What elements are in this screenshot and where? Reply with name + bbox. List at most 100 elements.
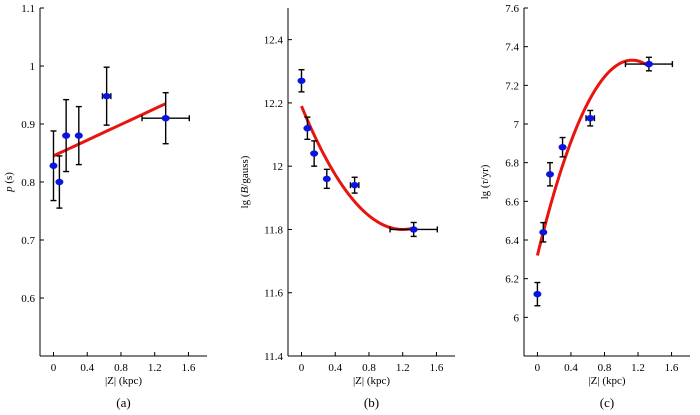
point-marker <box>539 229 548 236</box>
x-tick-label-b: 0.4 <box>328 362 342 374</box>
y-axis-title-b: lg (B/gauss) <box>239 155 251 208</box>
x-tick-label-b: 1.6 <box>430 362 444 374</box>
data-point-b-3 <box>322 168 331 190</box>
x-tick-label-a: 0 <box>51 362 57 374</box>
y-tick-label-c: 6.4 <box>505 235 519 247</box>
x-axis-title-c: |Z| (kpc) <box>588 375 625 387</box>
x-tick-label-c: 1.2 <box>631 362 645 374</box>
data-point-b-5 <box>389 221 438 238</box>
point-marker <box>533 290 542 298</box>
x-tick-label-a: 0.4 <box>80 362 94 374</box>
panel-label-c: (c) <box>600 395 614 410</box>
y-tick-label-c: 7.4 <box>505 42 519 54</box>
point-marker <box>49 162 58 169</box>
x-tick-label-b: 0 <box>299 362 305 374</box>
x-tick-label-c: 0.8 <box>598 362 612 374</box>
y-tick-label-c: 6.8 <box>505 158 519 170</box>
panel-c: 0 0.4 0.8 1.2 1.6 6 6.2 6.4 6.6 6.8 7 7.2 7.4 7.6 |Z|… <box>479 3 690 410</box>
point-marker <box>350 181 359 189</box>
points-b <box>297 68 438 238</box>
x-axis-title-a: |Z| (kpc) <box>105 375 142 387</box>
data-point-b-1 <box>303 116 312 140</box>
y-axis-title-c-post: /yr) <box>479 164 491 180</box>
y-axis-title-a-rest: (s) <box>3 172 15 187</box>
y-tick-label-a: 0.7 <box>21 235 35 247</box>
data-point-c-0 <box>533 281 542 307</box>
data-point-c-3 <box>558 136 567 158</box>
y-tick-label-b: 12.4 <box>264 35 284 47</box>
y-tick-label-a: 0.6 <box>21 293 35 305</box>
axes-b: 0 0.4 0.8 1.2 1.6 11.4 11.6 11.8 12 12.2 12.4 <box>264 8 455 374</box>
point-marker <box>55 178 64 186</box>
y-tick-label-b: 11.6 <box>264 288 283 300</box>
point-marker <box>161 115 170 122</box>
panel-b: 0 0.4 0.8 1.2 1.6 11.4 11.6 11.8 12 12.2 12.4 |Z| … <box>239 8 455 410</box>
y-tick-label-a: 0.8 <box>21 177 35 189</box>
y-axis-title-c: lg (τ/yr) <box>479 164 491 199</box>
data-point-a-4 <box>101 66 112 126</box>
axes-c: 0 0.4 0.8 1.2 1.6 6 6.2 6.4 6.6 6.8 7 7.2 7.4 7.6 <box>505 3 690 374</box>
y-axis-title-a-italic: p <box>3 186 15 193</box>
data-point-a-5 <box>141 91 190 145</box>
y-tick-label-c: 7.6 <box>505 3 519 15</box>
fit-curve-c <box>535 58 650 256</box>
fit-curve-a <box>52 102 167 158</box>
y-tick-label-b: 12 <box>272 161 283 173</box>
x-tick-label-c: 1.6 <box>665 362 679 374</box>
y-tick-label-b: 11.8 <box>264 224 283 236</box>
data-point-c-2 <box>545 161 554 187</box>
data-point-b-2 <box>310 140 319 167</box>
point-marker <box>558 144 567 151</box>
fit-line-b <box>300 105 415 231</box>
point-marker <box>409 226 418 233</box>
y-tick-label-c: 6.6 <box>505 196 519 208</box>
panel-label-a: (a) <box>116 395 130 410</box>
point-marker <box>545 171 554 178</box>
data-point-c-5 <box>624 56 674 72</box>
data-point-c-1 <box>539 221 548 243</box>
panel-label-b: (b) <box>364 395 379 410</box>
y-tick-label-a: 1.1 <box>21 3 35 15</box>
y-tick-label-b: 11.4 <box>264 351 283 363</box>
points-c <box>533 56 674 307</box>
x-tick-label-b: 0.8 <box>362 362 376 374</box>
y-tick-label-c: 6.2 <box>505 274 519 286</box>
x-tick-label-a: 1.2 <box>148 362 162 374</box>
data-point-a-0 <box>49 130 58 202</box>
x-tick-label-c: 0.4 <box>564 362 578 374</box>
fit-line-a <box>52 102 167 158</box>
data-point-b-0 <box>297 68 306 93</box>
point-marker <box>310 150 319 157</box>
point-marker <box>297 77 306 84</box>
x-tick-label-a: 1.6 <box>182 362 196 374</box>
fit-line-c <box>535 58 650 256</box>
y-tick-label-c: 7.2 <box>505 80 519 92</box>
x-tick-label-a: 0.8 <box>114 362 128 374</box>
point-marker <box>74 132 83 139</box>
data-point-c-4 <box>585 109 596 127</box>
point-marker <box>102 92 111 100</box>
fit-curve-b <box>300 105 415 231</box>
y-axis-title-b-post: /gauss) <box>239 155 251 187</box>
data-point-a-2 <box>62 98 71 173</box>
y-axis-title-c-italic: τ <box>479 179 491 184</box>
point-marker <box>644 60 653 68</box>
point-marker <box>62 132 71 139</box>
x-tick-label-b: 1.2 <box>396 362 410 374</box>
y-tick-label-a: 1 <box>30 61 36 73</box>
point-marker <box>586 115 595 122</box>
points-a <box>49 66 190 209</box>
y-tick-label-c: 6 <box>514 312 520 324</box>
y-axis-title-b-italic: B <box>239 186 251 193</box>
point-marker <box>303 125 312 132</box>
data-point-b-4 <box>349 176 360 194</box>
y-tick-label-b: 12.2 <box>264 98 283 110</box>
y-axis-title-a: p (s) <box>3 172 15 193</box>
y-axis-title-b-pre: lg ( <box>239 193 251 208</box>
y-tick-label-a: 0.9 <box>21 119 35 131</box>
y-axis-title-c-pre: lg ( <box>479 184 491 199</box>
point-marker <box>322 175 331 183</box>
x-axis-title-b: |Z| (kpc) <box>353 375 390 387</box>
y-tick-label-c: 7 <box>514 119 520 131</box>
